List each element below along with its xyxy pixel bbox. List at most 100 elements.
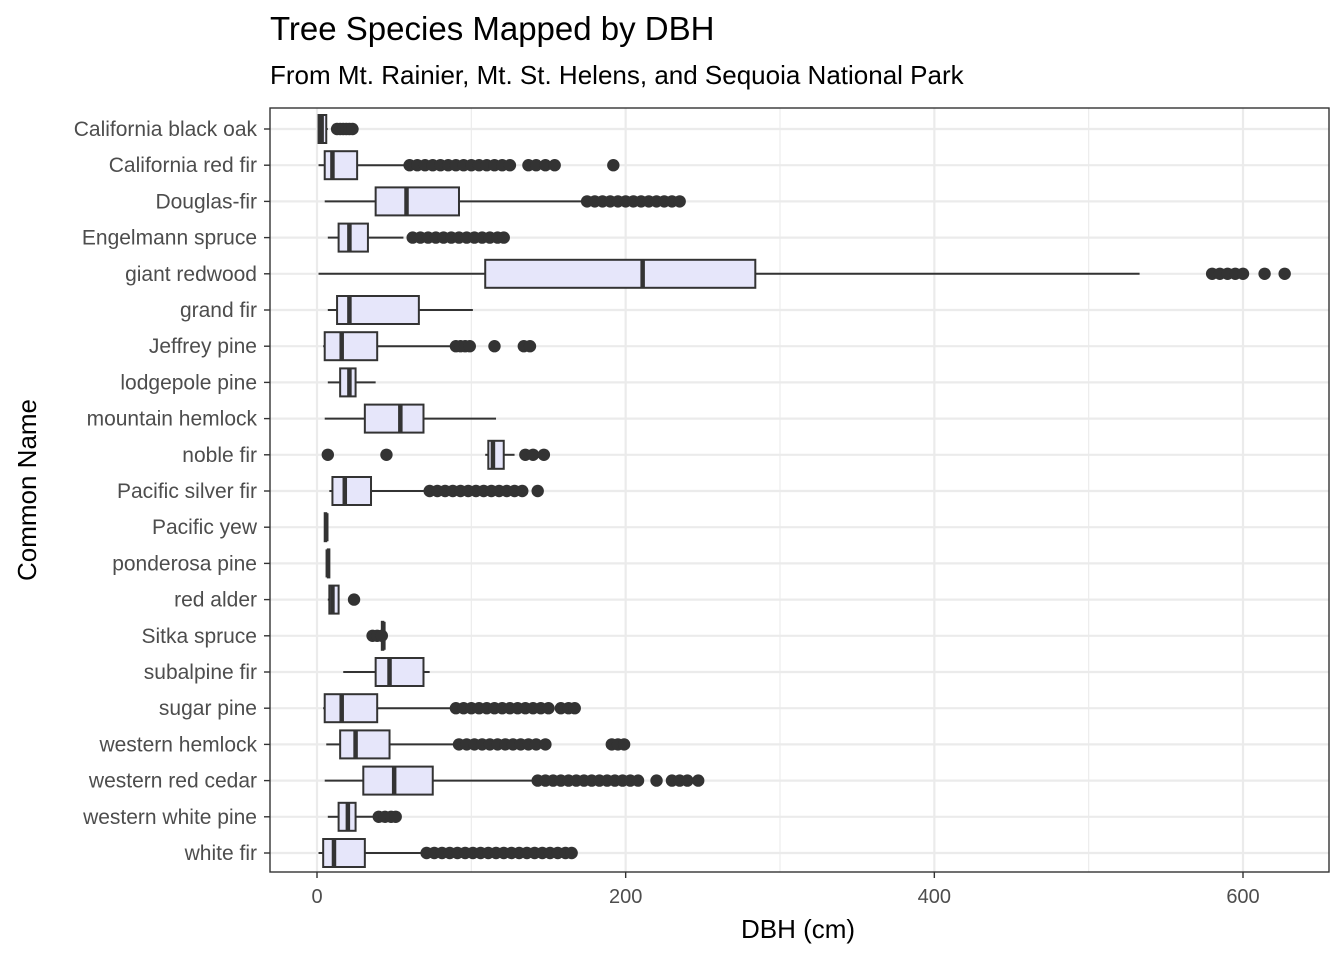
outlier-point: [321, 448, 335, 461]
outlier-point: [539, 159, 552, 172]
box-iqr: [322, 838, 366, 868]
y-tick-label: Jeffrey pine: [149, 335, 257, 358]
outlier-point: [529, 738, 543, 751]
y-tick-label: ponderosa pine: [112, 552, 257, 575]
y-tick-label: mountain hemlock: [87, 408, 258, 431]
outlier-point: [389, 810, 402, 823]
y-tick-label: Engelmann spruce: [82, 227, 257, 250]
box-iqr: [484, 258, 757, 289]
y-tick-label: California red fir: [109, 154, 257, 177]
box-red-alder: [327, 584, 361, 615]
outlier-point: [375, 629, 389, 642]
y-axis: California black oak California red fir Do…: [74, 118, 270, 865]
box-jeffrey-pine: [323, 331, 537, 362]
box-noble-fir: [321, 439, 551, 470]
box-california-black-oak: [317, 114, 359, 144]
box-mountain-hemlock: [324, 403, 497, 434]
y-tick-label: Pacific yew: [152, 516, 258, 539]
y-tick-label: western hemlock: [98, 733, 257, 756]
outlier-point: [516, 484, 529, 498]
box-iqr: [339, 729, 391, 760]
chart-title: Tree Species Mapped by DBH: [270, 10, 715, 47]
outlier-point: [1278, 267, 1291, 280]
y-tick-label: grand fir: [180, 299, 257, 322]
outlier-point: [347, 593, 361, 606]
x-tick-label: 0: [311, 886, 322, 908]
box-iqr: [323, 693, 379, 724]
y-tick-label: noble fir: [182, 444, 257, 467]
outlier-point: [537, 448, 551, 461]
box-western-red-cedar: [324, 765, 705, 796]
outlier-point: [529, 159, 543, 172]
y-tick-label: Pacific silver fir: [117, 480, 257, 503]
outlier-point: [565, 846, 578, 860]
y-tick-label: Sitka spruce: [141, 625, 257, 648]
box-iqr: [487, 439, 505, 470]
box-sugar-pine: [323, 693, 581, 724]
box-iqr: [362, 765, 434, 796]
outlier-point: [650, 774, 663, 787]
outlier-point: [463, 340, 476, 353]
outlier-point: [692, 774, 705, 787]
outlier-point: [673, 195, 686, 208]
box-series: [317, 114, 1291, 868]
box-iqr: [323, 150, 359, 181]
outlier-point: [617, 738, 631, 751]
y-tick-label: white fir: [184, 842, 257, 865]
box-iqr: [374, 186, 460, 217]
box-iqr: [363, 403, 425, 434]
box-white-fir: [318, 838, 578, 868]
box-pacific-yew: [323, 512, 329, 543]
outlier-point: [380, 448, 393, 461]
outlier-point: [607, 159, 620, 172]
outlier-point: [531, 484, 544, 498]
outlier-point: [488, 340, 501, 353]
outlier-point: [539, 738, 552, 751]
box-pacific-silver-fir: [329, 476, 544, 506]
y-tick-label: California black oak: [74, 118, 258, 141]
outlier-point: [681, 774, 694, 787]
box-subalpine-fir: [343, 657, 430, 687]
box-california-red-fir: [318, 150, 620, 181]
box-lodgepole-pine: [327, 367, 376, 398]
x-tick-label: 400: [918, 886, 951, 908]
box-grand-fir: [327, 295, 473, 325]
y-tick-label: western white pine: [82, 806, 257, 829]
x-axis-title: DBH (cm): [741, 914, 855, 944]
outlier-point: [1258, 267, 1271, 280]
box-iqr: [331, 476, 373, 506]
y-axis-title: Common Name: [12, 399, 42, 581]
outlier-point: [523, 340, 537, 353]
box-sitka-spruce: [366, 620, 389, 651]
outlier-point: [526, 448, 540, 461]
chart-subtitle: From Mt. Rainier, Mt. St. Helens, and Se…: [270, 60, 965, 90]
y-tick-label: Douglas-fir: [155, 190, 257, 213]
box-douglas-fir: [324, 186, 686, 217]
outlier-point: [497, 231, 510, 244]
box-iqr: [337, 222, 369, 253]
y-tick-label: lodgepole pine: [120, 371, 257, 394]
box-giant-redwood: [318, 258, 1291, 289]
outlier-point: [346, 122, 359, 136]
x-tick-label: 600: [1226, 886, 1259, 908]
box-engelmann-spruce: [327, 222, 510, 253]
box-western-white-pine: [327, 801, 402, 832]
box-iqr: [323, 331, 379, 362]
y-tick-label: sugar pine: [159, 697, 257, 720]
outlier-point: [568, 702, 581, 715]
y-tick-label: giant redwood: [125, 263, 257, 286]
outlier-point: [631, 774, 645, 787]
outlier-point: [542, 702, 555, 715]
x-tick-label: 200: [609, 886, 642, 908]
panel-border: [269, 107, 1330, 873]
outlier-point: [503, 159, 517, 172]
x-axis: 0 200 400 600: [311, 872, 1260, 908]
box-ponderosa-pine: [325, 548, 331, 579]
y-tick-label: subalpine fir: [144, 661, 257, 684]
outlier-point: [1236, 267, 1250, 280]
y-tick-label: red alder: [174, 589, 257, 612]
y-tick-label: western red cedar: [88, 770, 257, 793]
box-western-hemlock: [326, 729, 631, 760]
box-iqr: [374, 657, 425, 687]
